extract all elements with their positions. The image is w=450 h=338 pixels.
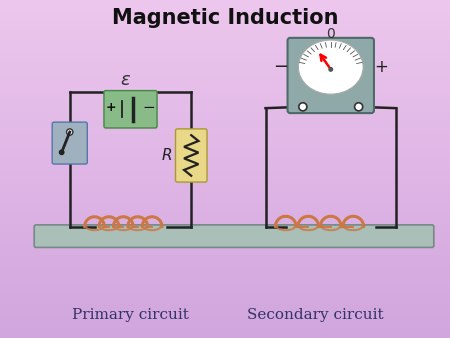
Circle shape [67,129,73,135]
FancyBboxPatch shape [176,129,207,182]
Ellipse shape [298,40,363,94]
FancyBboxPatch shape [288,38,374,113]
Text: −: − [273,58,288,76]
Circle shape [355,103,363,111]
FancyBboxPatch shape [104,91,157,128]
Text: +: + [106,101,117,114]
Text: Magnetic Induction: Magnetic Induction [112,8,338,28]
Text: Secondary circuit: Secondary circuit [247,309,383,322]
Text: −: − [143,100,155,115]
FancyBboxPatch shape [52,122,87,164]
Circle shape [329,68,333,71]
Text: Primary circuit: Primary circuit [72,309,189,322]
Text: R: R [162,148,173,163]
Circle shape [59,149,65,155]
Circle shape [299,103,307,111]
FancyBboxPatch shape [34,225,434,247]
Text: +: + [374,58,388,76]
Text: 0: 0 [326,27,335,41]
Text: $\varepsilon$: $\varepsilon$ [121,71,131,89]
